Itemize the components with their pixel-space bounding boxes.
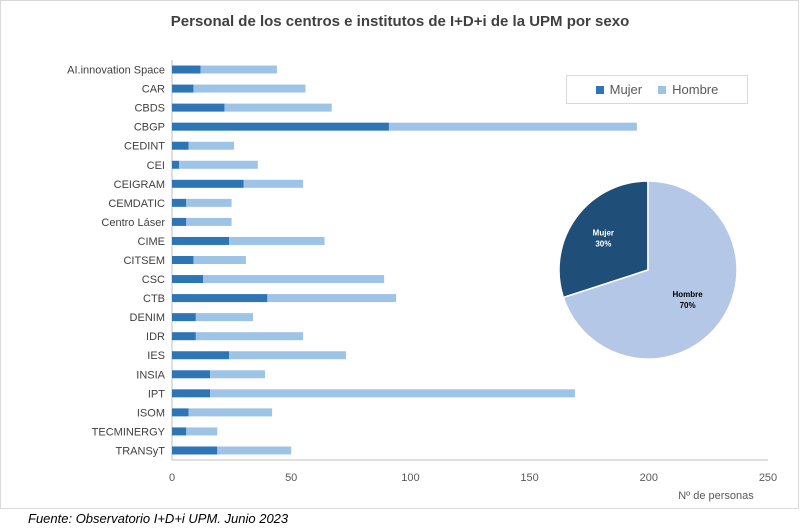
- bar-hombre: [243, 179, 304, 188]
- category-label: IPT: [148, 388, 165, 400]
- category-label: TRANSyT: [116, 445, 166, 457]
- bar-hombre: [224, 103, 332, 112]
- chart-frame: [0, 0, 799, 509]
- category-label: TECMINERGY: [92, 426, 166, 438]
- bar-hombre: [202, 275, 385, 284]
- bar-mujer: [172, 179, 244, 188]
- category-label: CBDS: [134, 103, 165, 115]
- bar-hombre: [188, 408, 273, 417]
- bar-mujer: [172, 370, 211, 379]
- category-label: CIME: [138, 236, 166, 248]
- bar-hombre: [200, 65, 277, 74]
- category-label: CEI: [147, 160, 165, 172]
- category-label: CAR: [142, 84, 165, 96]
- legend-swatch-mujer: [595, 86, 604, 94]
- bar-hombre: [188, 141, 234, 150]
- category-label: CTB: [143, 293, 165, 305]
- bar-mujer: [172, 256, 194, 264]
- legend-label: Mujer: [609, 82, 643, 97]
- bar-mujer: [172, 446, 218, 455]
- bar-mujer: [172, 141, 189, 150]
- bar-hombre: [186, 217, 232, 226]
- legend-item-mujer: Mujer: [595, 82, 643, 97]
- bar-hombre: [179, 160, 258, 169]
- x-axis-label: Nº de personas: [678, 490, 754, 502]
- bar-hombre: [195, 332, 304, 341]
- category-label: CBGP: [134, 122, 165, 134]
- bar-mujer: [172, 122, 389, 131]
- category-label: AI.innovation Space: [67, 65, 165, 77]
- pie-label: Hombre: [672, 290, 703, 299]
- pie-slice-mujer: [558, 180, 649, 299]
- category-label: CITSEM: [123, 255, 165, 267]
- x-tick-label: 200: [640, 472, 658, 484]
- bar-mujer: [172, 294, 268, 303]
- category-label: DENIM: [130, 312, 165, 324]
- bar-hombre: [195, 313, 254, 322]
- x-tick-label: 50: [285, 472, 297, 484]
- legend-item-hombre: Hombre: [658, 82, 718, 97]
- legend: Mujer Hombre: [566, 75, 748, 104]
- category-label: CEIGRAM: [114, 179, 165, 191]
- bar-hombre: [229, 351, 347, 360]
- category-label: CEDINT: [124, 141, 165, 153]
- bar-mujer: [172, 332, 196, 341]
- bar-mujer: [172, 103, 225, 112]
- category-label: ISOM: [137, 407, 165, 419]
- category-label: Centro Láser: [101, 217, 165, 229]
- pie-percent-label: 70%: [680, 301, 696, 310]
- bar-hombre: [193, 256, 246, 264]
- category-label: CEMDATIC: [108, 198, 165, 210]
- bar-mujer: [172, 427, 187, 436]
- category-label: CSC: [142, 274, 165, 286]
- pie-slice-hombre: [562, 180, 738, 360]
- source-note: Fuente: Observatorio I+D+i UPM. Junio 20…: [28, 511, 289, 526]
- pie-percent-label: 30%: [595, 240, 611, 249]
- legend-swatch-hombre: [658, 86, 667, 94]
- bar-hombre: [388, 122, 637, 131]
- bar-mujer: [172, 351, 230, 360]
- bar-hombre: [193, 84, 306, 93]
- category-label: IDR: [146, 331, 165, 343]
- bar-hombre: [210, 370, 265, 379]
- bar-mujer: [172, 198, 187, 207]
- bar-mujer: [172, 275, 203, 284]
- legend-label: Hombre: [672, 82, 719, 97]
- bar-mujer: [172, 217, 187, 226]
- x-tick-label: 250: [759, 472, 777, 484]
- chart-title: Personal de los centros e institutos de …: [170, 13, 630, 30]
- x-tick-label: 0: [169, 472, 175, 484]
- bar-hombre: [186, 198, 232, 207]
- category-label: INSIA: [136, 369, 165, 381]
- bar-hombre: [229, 236, 325, 245]
- bar-mujer: [172, 160, 180, 169]
- pie-label: Mujer: [593, 229, 614, 238]
- bar-mujer: [172, 408, 189, 417]
- bar-hombre: [217, 446, 292, 455]
- bar-hombre: [210, 389, 575, 398]
- x-tick-label: 100: [401, 472, 419, 484]
- bar-mujer: [172, 389, 211, 398]
- bar-mujer: [172, 313, 196, 322]
- bar-mujer: [172, 84, 194, 93]
- bar-mujer: [172, 65, 201, 74]
- x-tick-label: 150: [520, 472, 538, 484]
- category-label: IES: [147, 350, 165, 362]
- bar-hombre: [186, 427, 218, 436]
- bar-hombre: [267, 294, 397, 303]
- bar-mujer: [172, 236, 230, 245]
